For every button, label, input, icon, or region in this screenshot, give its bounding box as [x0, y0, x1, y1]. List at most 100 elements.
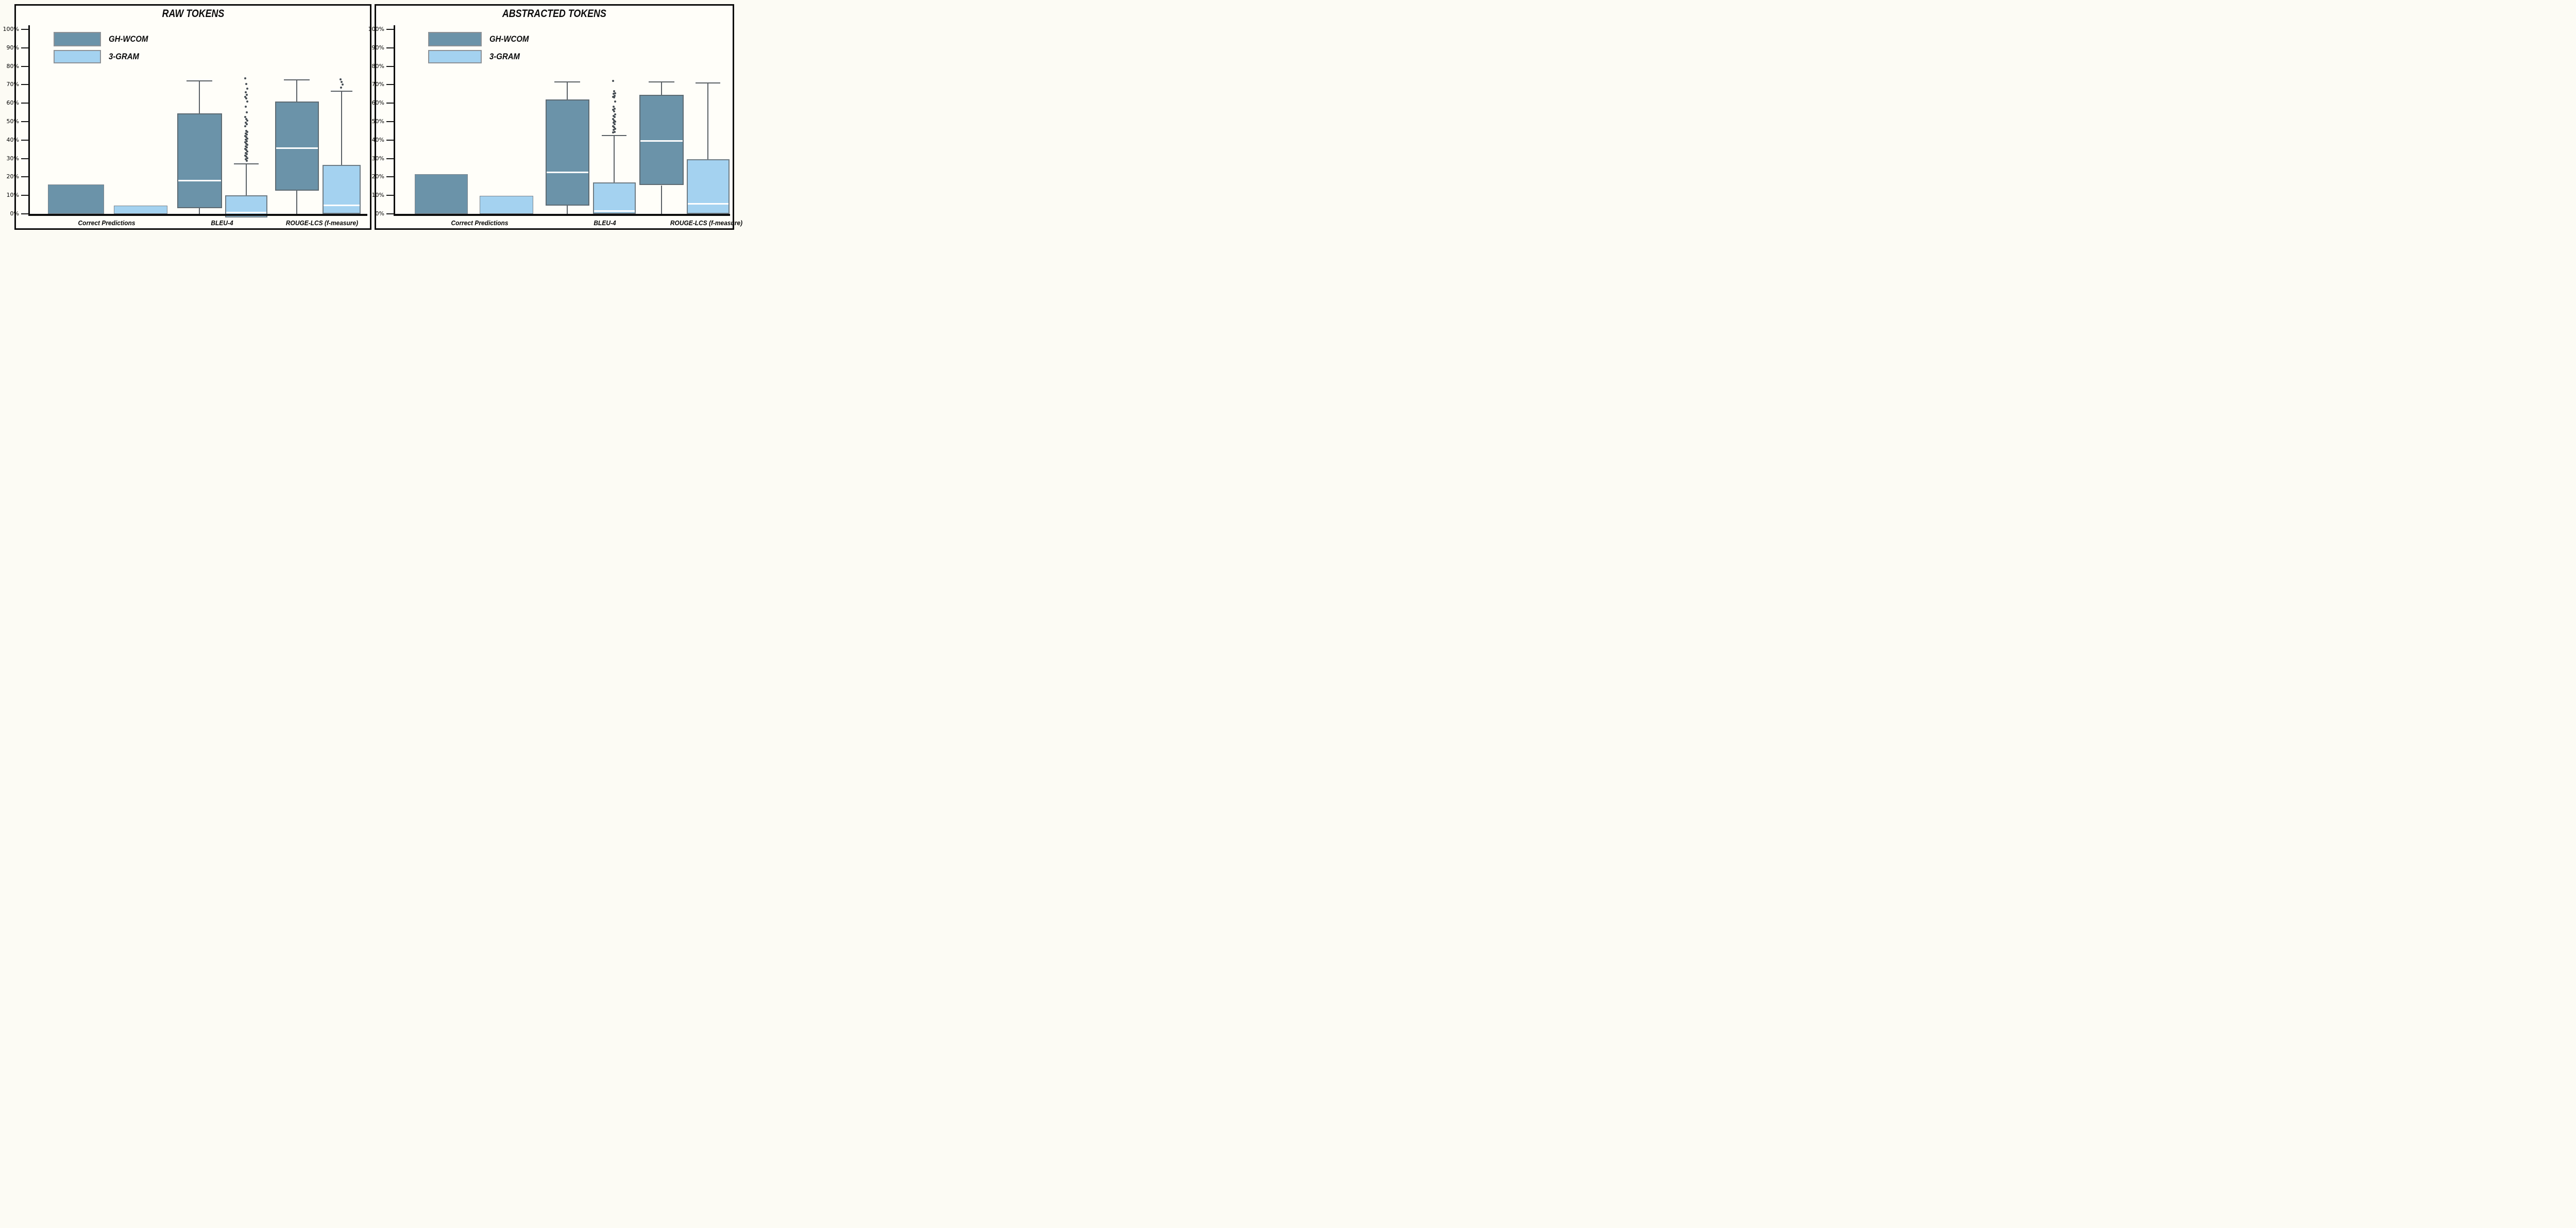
panel-abstracted-tokens: ABSTRACTED TOKENS GH-WCOM 3-GRAM 0% 10% 20% 30… [368, 4, 742, 230]
y-tick-10 [386, 195, 394, 196]
median-line-ghwcom-2 [276, 147, 318, 149]
box-ghwcom-2 [639, 95, 684, 186]
outlier-dot [612, 80, 614, 82]
outlier-dot [246, 140, 248, 142]
outlier-dot [614, 123, 616, 126]
y-tick-0 [386, 213, 394, 214]
outlier-dot [340, 86, 342, 89]
whisker-top-threegram-1 [246, 164, 247, 196]
category-label-0: Correct Predictions [78, 219, 135, 227]
outlier-dot [245, 136, 247, 139]
whisker-cap-ghwcom-2 [649, 81, 674, 83]
whisker-top-threegram-1 [614, 135, 615, 183]
outlier-dot [244, 141, 246, 144]
y-tick-label-30: 30% [371, 155, 384, 162]
outlier-dot [614, 128, 616, 130]
outlier-dot [245, 158, 247, 161]
panel-title-text: ABSTRACTED TOKENS [502, 8, 606, 20]
outlier-dot [246, 133, 248, 136]
y-tick-label-70: 70% [6, 81, 19, 88]
outlier-dot [245, 106, 247, 108]
y-tick-40 [386, 139, 394, 141]
median-line-ghwcom-2 [640, 140, 683, 142]
outlier-dot [614, 121, 616, 123]
outlier-dot [245, 139, 247, 141]
y-tick-label-50: 50% [371, 118, 384, 125]
outlier-dot [613, 129, 615, 131]
outlier-dot [245, 91, 247, 93]
whisker-top-threegram-2 [341, 91, 342, 165]
whisker-top-ghwcom-1 [199, 81, 200, 113]
y-tick-label-60: 60% [371, 99, 384, 107]
outlier-dot [245, 132, 247, 134]
y-tick-label-30: 30% [6, 155, 19, 162]
legend-swatch-ghwcom [54, 32, 101, 46]
y-tick-40 [21, 139, 28, 141]
category-label-1: BLEU-4 [594, 219, 616, 227]
whisker-top-ghwcom-1 [567, 82, 568, 100]
outlier-dot [244, 116, 246, 119]
y-tick-80 [386, 65, 394, 67]
outlier-dot [244, 95, 246, 98]
y-tick-label-80: 80% [371, 62, 384, 70]
y-tick-label-100: 100% [368, 26, 384, 32]
whisker-cap-threegram-1 [234, 163, 259, 165]
box-ghwcom-1 [545, 99, 589, 206]
y-tick-label-20: 20% [371, 173, 384, 180]
outlier-dot [246, 153, 248, 155]
outlier-dot [246, 131, 248, 133]
whisker-cap-threegram-2 [695, 82, 721, 83]
outlier-dot [613, 126, 615, 128]
y-tick-20 [21, 176, 28, 178]
outlier-dot [246, 100, 248, 103]
y-tick-80 [21, 65, 28, 67]
y-tick-label-20: 20% [6, 173, 19, 180]
x-axis [394, 214, 730, 216]
median-line-threegram-2 [324, 205, 360, 207]
y-tick-label-80: 80% [6, 62, 19, 70]
whisker-top-threegram-2 [707, 82, 708, 160]
outlier-dot [340, 78, 342, 80]
y-tick-60 [21, 103, 28, 104]
whisker-bottom-ghwcom-2 [296, 191, 297, 214]
outlier-dot [614, 116, 616, 119]
box-threegram-1 [592, 182, 636, 214]
outlier-dot [612, 117, 614, 120]
whisker-cap-ghwcom-2 [284, 79, 310, 81]
outlier-dot [245, 145, 247, 147]
outlier-dot [245, 97, 247, 100]
outlier-dot [614, 94, 616, 97]
outlier-dot [245, 142, 247, 145]
outlier-dot [614, 100, 616, 103]
bar-threegram-0 [114, 206, 167, 214]
y-tick-label-60: 60% [6, 99, 19, 107]
whisker-cap-threegram-2 [330, 90, 353, 92]
y-tick-label-100: 100% [3, 26, 19, 32]
bar-threegram-0 [480, 195, 533, 214]
y-tick-70 [386, 84, 394, 86]
bar-ghwcom-0 [414, 174, 468, 214]
y-tick-70 [21, 84, 28, 86]
whisker-top-ghwcom-2 [296, 80, 297, 102]
outlier-dot [244, 147, 246, 150]
whisker-top-ghwcom-2 [661, 82, 662, 95]
outlier-dot [244, 154, 246, 157]
category-label-2: ROUGE-LCS (f-measure) [285, 219, 359, 227]
y-tick-0 [21, 213, 28, 214]
outlier-dot [342, 83, 344, 86]
whisker-bottom-ghwcom-1 [199, 208, 200, 214]
outlier-dot [612, 108, 614, 111]
y-tick-30 [386, 158, 394, 159]
median-line-ghwcom-1 [178, 180, 221, 182]
outlier-dot [614, 92, 616, 94]
y-tick-label-90: 90% [371, 44, 384, 51]
y-tick-50 [21, 121, 28, 122]
median-line-threegram-2 [687, 203, 728, 205]
box-threegram-1 [225, 195, 267, 218]
outlier-dot [245, 149, 247, 152]
y-tick-60 [386, 103, 394, 104]
outlier-dot [246, 159, 248, 162]
panel-title-text: RAW TOKENS [162, 8, 224, 20]
outlier-dot [246, 157, 248, 159]
outlier-dot [245, 121, 247, 124]
